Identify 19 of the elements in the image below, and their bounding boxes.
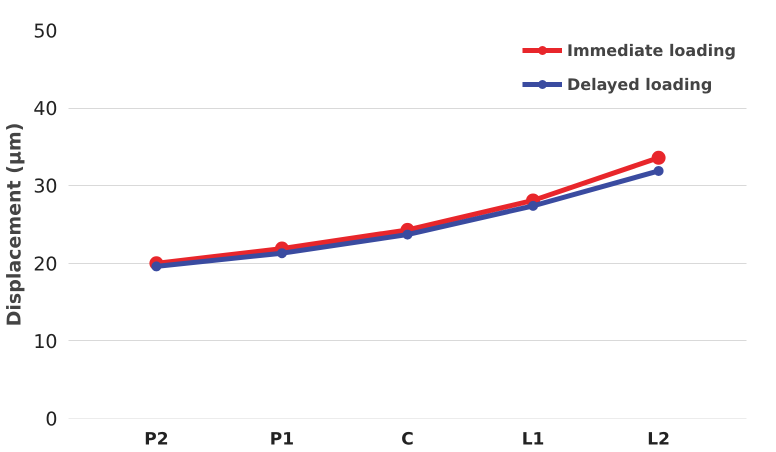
- point: [402, 230, 412, 240]
- x-tick-label: P2: [144, 430, 169, 450]
- point: [654, 166, 664, 176]
- y-axis-title: Displacement (µm): [3, 122, 26, 326]
- point: [528, 200, 538, 211]
- y-tick-label: 40: [33, 98, 58, 120]
- point: [652, 150, 666, 165]
- x-tick-label: L2: [647, 430, 670, 450]
- x-tick-label: P1: [270, 430, 294, 450]
- x-tick-label: C: [401, 430, 414, 450]
- y-tick-label: 10: [33, 330, 58, 353]
- y-tick-label: 30: [33, 176, 58, 198]
- y-tick-label: 0: [45, 408, 58, 430]
- y-tick-label: 20: [33, 253, 58, 276]
- legend-label: Delayed loading: [566, 74, 712, 94]
- x-tick-label: L1: [522, 430, 544, 450]
- point: [276, 248, 287, 258]
- y-tick-label: 50: [33, 20, 58, 42]
- legend-label: Immediate loading: [566, 40, 736, 60]
